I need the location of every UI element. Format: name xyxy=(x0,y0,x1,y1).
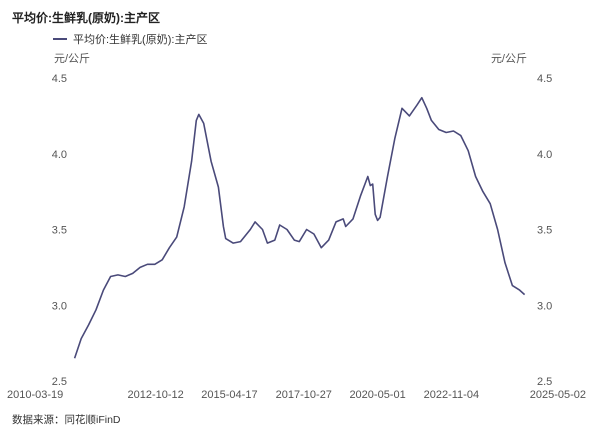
chart-title: 平均价:生鲜乳(原奶):主产区 xyxy=(12,11,160,25)
x-tick-0: 2010-03-19 xyxy=(7,389,63,401)
y-tick-left-3: 4.0 xyxy=(52,149,67,161)
y-tick-left-2: 3.5 xyxy=(52,225,67,237)
y-tick-right-3: 4.0 xyxy=(537,149,552,161)
x-tick-4: 2020-05-01 xyxy=(349,389,405,401)
x-tick-6: 2025-05-02 xyxy=(530,389,586,401)
y-tick-left-4: 4.5 xyxy=(52,73,67,85)
x-tick-1: 2012-10-12 xyxy=(128,389,184,401)
y-tick-left-0: 2.5 xyxy=(52,376,67,388)
left-axis-unit: 元/公斤 xyxy=(54,52,90,65)
y-tick-right-1: 3.0 xyxy=(537,300,552,312)
x-tick-2: 2015-04-17 xyxy=(201,389,257,401)
legend-label: 平均价:生鲜乳(原奶):主产区 xyxy=(73,34,208,46)
data-source: 数据来源：同花顺iFinD xyxy=(12,414,121,426)
legend: 平均价:生鲜乳(原奶):主产区 xyxy=(53,31,207,47)
right-axis-unit: 元/公斤 xyxy=(491,52,527,65)
y-tick-left-1: 3.0 xyxy=(52,300,67,312)
legend-line-swatch xyxy=(53,38,67,40)
x-tick-5: 2022-11-04 xyxy=(424,389,479,401)
axis-ticks: 2.5 2.5 3.0 3.0 3.5 3.5 4.0 4.0 4.5 4.5 2010-03-19… xyxy=(7,73,586,401)
y-tick-right-2: 3.5 xyxy=(537,225,552,237)
y-tick-right-0: 2.5 xyxy=(537,376,552,388)
series-line xyxy=(73,96,526,359)
y-tick-right-4: 4.5 xyxy=(537,73,552,85)
x-tick-3: 2017-10-27 xyxy=(276,389,332,401)
